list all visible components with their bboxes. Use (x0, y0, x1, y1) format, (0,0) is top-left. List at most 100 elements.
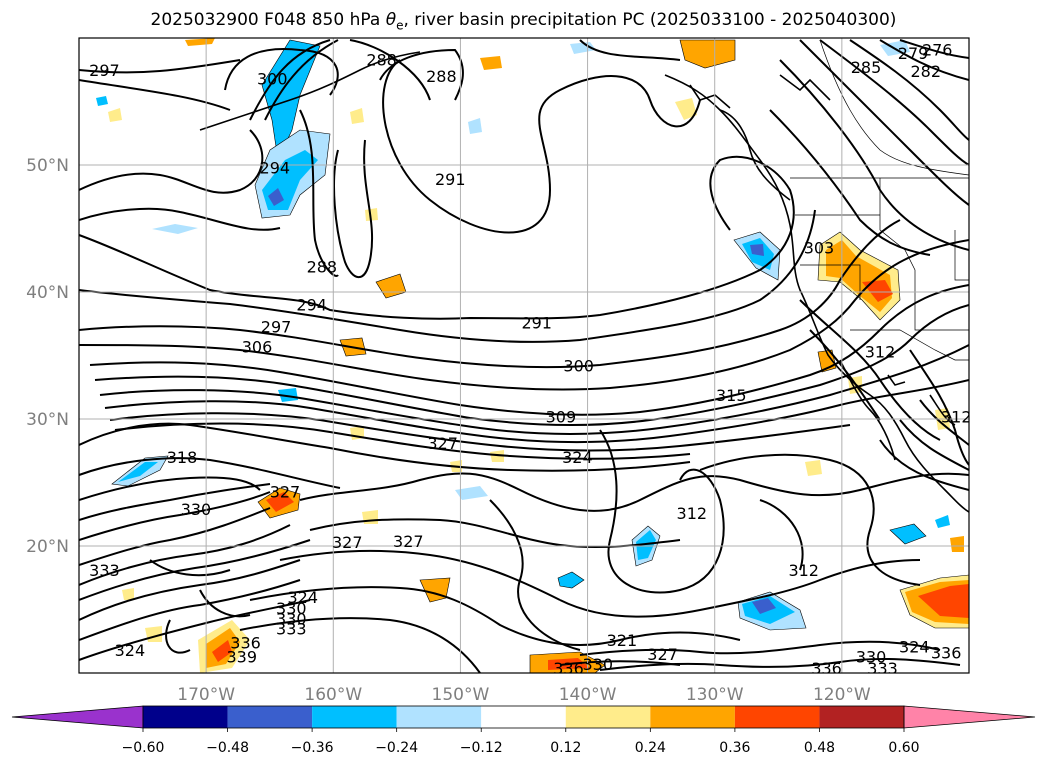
precip-shade (266, 492, 294, 512)
precip-shade (468, 118, 482, 134)
contour-line (919, 399, 969, 446)
lon-tick-label: 150°W (432, 685, 490, 705)
contour-line (699, 453, 921, 586)
lon-tick-label: 120°W (813, 685, 871, 705)
precip-shade (935, 515, 950, 528)
contour-line (79, 207, 281, 231)
lon-tick-label: 170°W (177, 685, 235, 705)
contour-label: 330 (181, 500, 212, 519)
colorbar-frame (142, 705, 905, 729)
contour-line (79, 491, 271, 541)
contour-line (809, 329, 881, 421)
precip-shade (557, 571, 585, 589)
colorbar-tick-label: −0.36 (291, 740, 334, 756)
contour-label: 336 (811, 659, 842, 678)
precip-shade (950, 536, 964, 552)
precip-shade (889, 523, 927, 545)
contour-line (299, 109, 339, 277)
contour-line (79, 155, 795, 320)
precip-shade (278, 388, 298, 402)
map-background (79, 38, 969, 673)
lat-tick-label: 20°N (26, 537, 69, 557)
graticule (79, 38, 969, 673)
contour-label: 324 (899, 637, 930, 656)
contour-line (79, 457, 341, 489)
contour-label: 336 (931, 644, 962, 663)
contour-label: 318 (167, 448, 198, 467)
precip-shade (268, 188, 284, 206)
contour-line (79, 507, 271, 566)
contour-line (109, 412, 851, 452)
contour-label: 324 (115, 641, 146, 660)
colorbar-extend-high (903, 705, 1036, 729)
lat-tick-label: 50°N (26, 156, 69, 176)
precip-shade (96, 96, 108, 106)
contour-label: 324 (562, 448, 593, 467)
coastlines (199, 51, 969, 513)
state-border (879, 178, 969, 331)
precip-shade (118, 462, 158, 482)
precip-shade (152, 224, 198, 234)
contour-line (79, 559, 301, 621)
contour-label: 291 (435, 170, 466, 189)
contour-label: 297 (89, 61, 120, 80)
contour-label: 294 (260, 159, 291, 178)
precip-shade (185, 38, 215, 46)
coastline (929, 394, 956, 426)
contour-label: 327 (393, 532, 424, 551)
axis-labels: 20°N 30°N 40°N 50°N 170°W 160°W 150°W 140°W 130°… (26, 156, 871, 705)
precip-shade (350, 108, 364, 124)
contour-line (849, 39, 969, 141)
contour-line (819, 39, 969, 166)
contour-line (559, 660, 681, 666)
contour-label: 294 (296, 296, 327, 315)
precip-shade (918, 584, 969, 618)
contour-line (579, 640, 941, 656)
contour-label: 330 (276, 609, 307, 628)
contour-line (799, 39, 969, 206)
colorbar-tick-label: −0.48 (206, 740, 249, 756)
contour-line (79, 476, 261, 501)
contour-label: 300 (563, 357, 594, 376)
contour-label: 285 (851, 58, 882, 77)
contour-line (879, 439, 969, 491)
contour-label: 327 (332, 533, 363, 552)
lon-tick-label: 140°W (559, 685, 617, 705)
country-border (819, 39, 969, 176)
contour-label: 312 (941, 407, 972, 426)
state-border (850, 329, 969, 361)
contour-label: 303 (804, 239, 835, 258)
contour-line (149, 559, 231, 577)
contour-label: 333 (276, 620, 307, 639)
precip-shade (365, 208, 378, 221)
contour-label: 327 (427, 434, 458, 453)
precip-shade (679, 39, 736, 69)
contour-line (104, 379, 969, 444)
precip-shade (455, 486, 488, 500)
colorbar-bin (481, 706, 566, 728)
precip-shade (636, 530, 656, 560)
contour-line (79, 579, 301, 641)
contour-label: 321 (607, 631, 638, 650)
colorbar-bin (227, 706, 313, 728)
contour-line (79, 239, 969, 391)
contour-label: 315 (716, 386, 747, 405)
precip-shade (750, 244, 764, 256)
contour-label: 306 (242, 338, 273, 357)
contour-line (382, 59, 701, 234)
contour-label: 333 (89, 561, 120, 580)
contour-line (79, 209, 816, 343)
contour-line (79, 59, 241, 74)
contour-line (299, 472, 969, 512)
contour-label: 291 (521, 313, 552, 332)
contour-label: 327 (270, 482, 301, 501)
colorbar-tick-label: 0.60 (888, 740, 919, 756)
contour-label: 276 (922, 40, 953, 59)
contour-line (165, 619, 191, 654)
lon-tick-label: 130°W (686, 685, 744, 705)
contour-line (79, 129, 264, 194)
contour-line (909, 349, 969, 466)
colorbar: −0.60 −0.48 −0.36 −0.24 −0.12 0.12 0.24 0.36 0.4… (11, 705, 1036, 756)
contour-label: 279 (898, 44, 929, 63)
